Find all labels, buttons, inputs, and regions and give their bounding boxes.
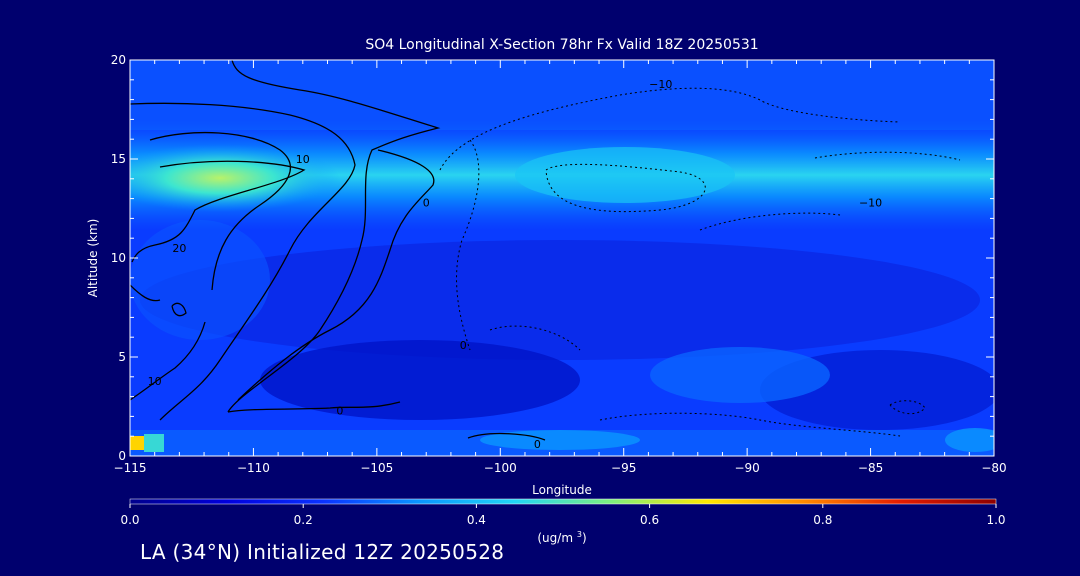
- surface-max-cell: [130, 436, 144, 450]
- colorbar-tick-label: 0.6: [640, 513, 659, 527]
- y-tick-label: 15: [111, 152, 126, 166]
- y-axis: 0 5 10 15 20: [111, 53, 994, 463]
- colorbar-label: (ug/m 3): [537, 530, 586, 545]
- contour-label: −10: [859, 197, 882, 210]
- west-light-patch: [130, 220, 270, 340]
- contour-labels: 10 20 10 0 −10 −10 0 0 0: [148, 78, 882, 451]
- x-tick-label: −80: [981, 461, 1006, 475]
- contour-label: −10: [649, 78, 672, 91]
- mid-dark-patch: [140, 240, 980, 360]
- dashed-contours: [439, 87, 961, 437]
- colorbar: [129, 498, 997, 505]
- x-tick-label: −110: [237, 461, 270, 475]
- contour-label: 10: [148, 375, 162, 388]
- contour-label: 20: [172, 242, 186, 255]
- x-tick-label: −115: [114, 461, 147, 475]
- contour-label: 0: [423, 197, 430, 210]
- low-dark-patch-west: [260, 340, 580, 420]
- colorbar-unit-close: ): [582, 531, 587, 545]
- y-tick-label: 10: [111, 251, 126, 265]
- solid-contours: [130, 60, 546, 441]
- low-light-patch: [650, 347, 830, 403]
- x-tick-label: −95: [611, 461, 636, 475]
- y-tick-label: 5: [118, 350, 126, 364]
- x-tick-label: −85: [858, 461, 883, 475]
- colorbar-tick-label: 0.2: [294, 513, 313, 527]
- x-tick-label: −100: [484, 461, 517, 475]
- x-axis: −115 −110 −105 −100 −95 −90 −85 −80: [114, 60, 1007, 475]
- colorbar-unit-text: (ug/m: [537, 531, 573, 545]
- contour-label: 0: [336, 404, 343, 417]
- x-axis-label: Longitude: [532, 483, 592, 497]
- footer-caption: LA (34°N) Initialized 12Z 20250528: [140, 540, 505, 564]
- colorbar-tick-label: 1.0: [986, 513, 1005, 527]
- x-tick-label: −105: [360, 461, 393, 475]
- colorbar-tick-label: 0.4: [467, 513, 486, 527]
- upper-region: [130, 60, 994, 130]
- y-tick-label: 0: [118, 449, 126, 463]
- contour-label: 10: [296, 153, 310, 166]
- plume-west-core: [130, 144, 340, 212]
- contour-label: 0: [460, 339, 467, 352]
- chart-title: SO4 Longitudinal X-Section 78hr Fx Valid…: [365, 37, 758, 53]
- colorbar-tick-label: 0.8: [813, 513, 832, 527]
- contour-label: 0: [534, 438, 541, 451]
- colorbar-tick-label: 0.0: [120, 513, 139, 527]
- surface-patch-east: [945, 428, 994, 452]
- x-tick-label: −90: [734, 461, 759, 475]
- y-axis-label: Altitude (km): [86, 219, 100, 298]
- surface-max-halo: [144, 434, 164, 452]
- plume-mid-core: [515, 147, 735, 203]
- colorbar-ticks: 0.0 0.2 0.4 0.6 0.8 1.0: [120, 504, 1006, 527]
- y-tick-label: 20: [111, 53, 126, 67]
- colorbar-unit-exponent: 3: [577, 530, 582, 539]
- plot-area: [130, 60, 994, 456]
